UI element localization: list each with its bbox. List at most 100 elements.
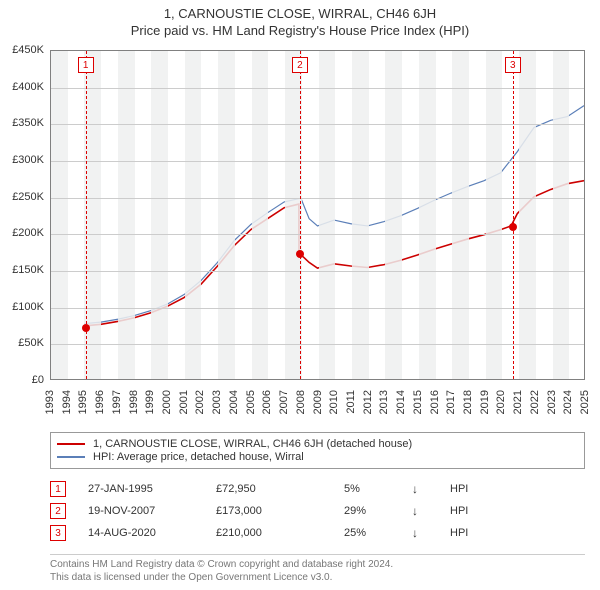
transaction-date: 27-JAN-1995 xyxy=(88,483,208,495)
plot-area: 123 xyxy=(50,50,585,380)
transaction-pct: 5% xyxy=(344,483,404,495)
x-tick-label: 2015 xyxy=(412,390,424,414)
gridline-horizontal xyxy=(51,198,584,199)
gridline-horizontal xyxy=(51,344,584,345)
x-tick-label: 2005 xyxy=(245,390,257,414)
legend-label: HPI: Average price, detached house, Wirr… xyxy=(93,451,304,463)
x-tick-label: 2020 xyxy=(495,390,507,414)
gridline-horizontal xyxy=(51,161,584,162)
transaction-date: 19-NOV-2007 xyxy=(88,505,208,517)
x-tick-label: 2021 xyxy=(512,390,524,414)
transaction-dot xyxy=(296,250,304,258)
legend-swatch xyxy=(57,443,85,445)
title-block: 1, CARNOUSTIE CLOSE, WIRRAL, CH46 6JH Pr… xyxy=(0,0,600,40)
y-tick-label: £50K xyxy=(18,337,44,349)
background-band xyxy=(486,51,503,379)
transaction-price: £210,000 xyxy=(216,527,336,539)
y-tick-label: £350K xyxy=(12,117,44,129)
background-band xyxy=(252,51,269,379)
chart-container: 1, CARNOUSTIE CLOSE, WIRRAL, CH46 6JH Pr… xyxy=(0,0,600,590)
y-axis: £0£50K£100K£150K£200K£250K£300K£350K£400… xyxy=(0,50,48,380)
y-tick-label: £0 xyxy=(32,374,44,386)
legend-label: 1, CARNOUSTIE CLOSE, WIRRAL, CH46 6JH (d… xyxy=(93,438,412,450)
transaction-row: 219-NOV-2007£173,00029%HPI xyxy=(50,500,585,522)
transaction-number-badge: 2 xyxy=(50,503,66,519)
y-tick-label: £150K xyxy=(12,264,44,276)
x-tick-label: 2014 xyxy=(395,390,407,414)
gridline-horizontal xyxy=(51,234,584,235)
legend-item: HPI: Average price, detached house, Wirr… xyxy=(57,451,578,463)
transaction-marker-badge: 1 xyxy=(78,57,94,73)
background-band xyxy=(352,51,369,379)
x-tick-label: 1999 xyxy=(144,390,156,414)
background-band xyxy=(452,51,469,379)
y-tick-label: £300K xyxy=(12,154,44,166)
x-tick-label: 2017 xyxy=(445,390,457,414)
x-tick-label: 1995 xyxy=(77,390,89,414)
transactions-table: 127-JAN-1995£72,9505%HPI219-NOV-2007£173… xyxy=(50,478,585,544)
x-tick-label: 2018 xyxy=(462,390,474,414)
x-tick-label: 2010 xyxy=(328,390,340,414)
transaction-vs-label: HPI xyxy=(450,483,510,495)
background-band xyxy=(419,51,436,379)
footer-line-2: This data is licensed under the Open Gov… xyxy=(50,571,585,584)
x-tick-label: 2023 xyxy=(546,390,558,414)
x-tick-label: 2024 xyxy=(562,390,574,414)
x-tick-label: 2011 xyxy=(345,390,357,414)
x-tick-label: 2006 xyxy=(261,390,273,414)
transaction-row: 127-JAN-1995£72,9505%HPI xyxy=(50,478,585,500)
background-band xyxy=(218,51,235,379)
x-tick-label: 2007 xyxy=(278,390,290,414)
transaction-marker-badge: 3 xyxy=(505,57,521,73)
x-tick-label: 2009 xyxy=(312,390,324,414)
attribution-footer: Contains HM Land Registry data © Crown c… xyxy=(50,554,585,584)
y-tick-label: £250K xyxy=(12,191,44,203)
x-tick-label: 2000 xyxy=(161,390,173,414)
down-arrow-icon xyxy=(412,504,442,518)
transaction-dot xyxy=(509,223,517,231)
x-tick-label: 2008 xyxy=(295,390,307,414)
down-arrow-icon xyxy=(412,482,442,496)
x-tick-label: 2019 xyxy=(479,390,491,414)
y-tick-label: £400K xyxy=(12,81,44,93)
x-tick-label: 2003 xyxy=(211,390,223,414)
transaction-vs-label: HPI xyxy=(450,527,510,539)
y-tick-label: £100K xyxy=(12,301,44,313)
background-band xyxy=(51,51,68,379)
legend-item: 1, CARNOUSTIE CLOSE, WIRRAL, CH46 6JH (d… xyxy=(57,438,578,450)
transaction-date: 14-AUG-2020 xyxy=(88,527,208,539)
x-tick-label: 2022 xyxy=(529,390,541,414)
chart-title-address: 1, CARNOUSTIE CLOSE, WIRRAL, CH46 6JH xyxy=(0,6,600,21)
background-band xyxy=(319,51,336,379)
x-tick-label: 2016 xyxy=(429,390,441,414)
x-tick-label: 1998 xyxy=(128,390,140,414)
background-band xyxy=(185,51,202,379)
x-tick-label: 2004 xyxy=(228,390,240,414)
x-tick-label: 2013 xyxy=(378,390,390,414)
footer-line-1: Contains HM Land Registry data © Crown c… xyxy=(50,558,585,571)
transaction-price: £72,950 xyxy=(216,483,336,495)
gridline-horizontal xyxy=(51,271,584,272)
x-tick-label: 2025 xyxy=(579,390,591,414)
transaction-pct: 29% xyxy=(344,505,404,517)
background-band xyxy=(385,51,402,379)
x-tick-label: 1996 xyxy=(94,390,106,414)
x-tick-label: 2012 xyxy=(362,390,374,414)
background-band xyxy=(151,51,168,379)
transaction-number-badge: 3 xyxy=(50,525,66,541)
x-tick-label: 1994 xyxy=(61,390,73,414)
x-axis: 1993199419951996199719981999200020012002… xyxy=(50,382,585,432)
legend: 1, CARNOUSTIE CLOSE, WIRRAL, CH46 6JH (d… xyxy=(50,432,585,469)
transaction-price: £173,000 xyxy=(216,505,336,517)
background-band xyxy=(553,51,570,379)
y-tick-label: £450K xyxy=(12,44,44,56)
x-tick-label: 2002 xyxy=(194,390,206,414)
gridline-horizontal xyxy=(51,124,584,125)
transaction-row: 3 14-AUG-2020 £210,000 25% HPI xyxy=(50,522,585,544)
legend-swatch xyxy=(57,456,85,458)
transaction-pct: 25% xyxy=(344,527,404,539)
down-arrow-icon xyxy=(412,526,442,540)
x-tick-label: 1997 xyxy=(111,390,123,414)
chart-subtitle: Price paid vs. HM Land Registry's House … xyxy=(0,23,600,38)
x-tick-label: 1993 xyxy=(44,390,56,414)
